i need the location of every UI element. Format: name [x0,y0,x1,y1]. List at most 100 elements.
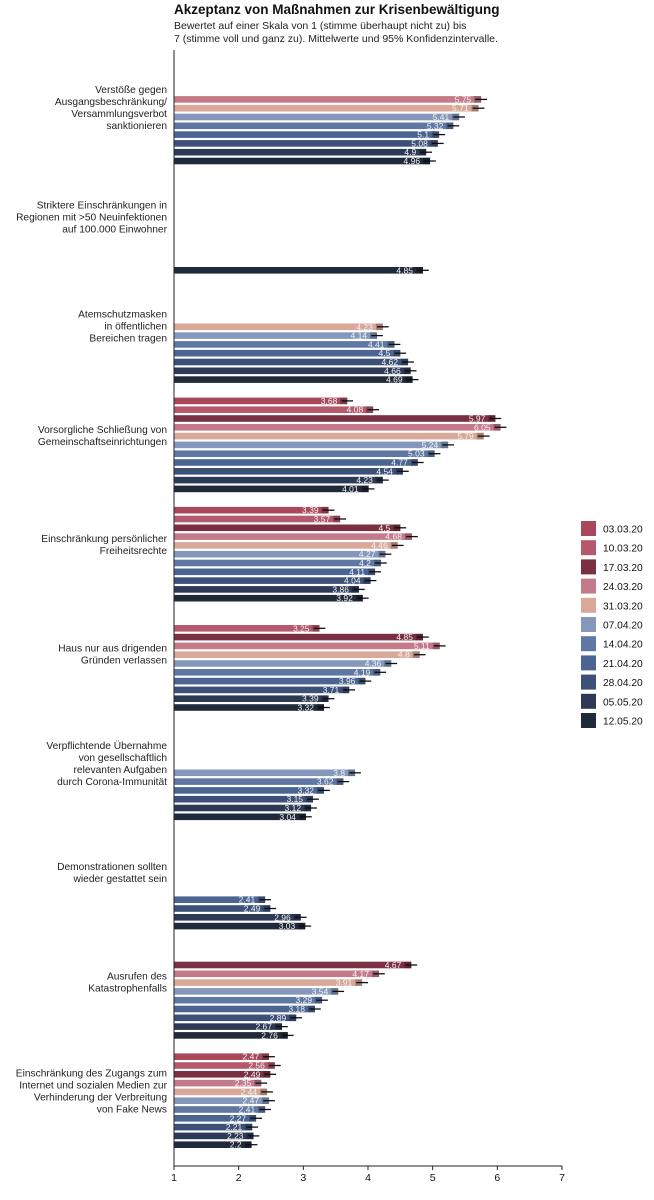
bar [174,358,409,366]
bar [174,970,379,978]
data-label: 3.32 [297,785,314,795]
category-label-line: Demonstrationen sollten [57,862,167,873]
error-bar-cap [393,524,401,532]
error-bar-cap [368,568,376,576]
bar [174,376,413,383]
bar [174,651,420,658]
data-label: 2.47 [243,1052,260,1062]
category-label-line: auf 100.000 Einwohner [62,224,167,235]
legend-swatch [581,597,596,613]
bar [174,397,348,405]
bar [174,1053,270,1060]
data-label: 4.2 [359,558,371,568]
data-label: 4.62 [382,357,399,367]
data-label: 3.68 [321,396,338,406]
category-label-line: relevanten Aufgaben [74,765,167,776]
error-bar-cap [361,485,369,493]
data-label: 3.39 [302,694,319,704]
bar [174,594,363,602]
error-bar-cap [315,996,323,1004]
bar [174,267,423,274]
error-bar-cap [263,905,271,912]
error-bar-cap [419,148,427,156]
legend-label: 10.03.20 [603,544,643,555]
error-bar-cap [430,140,438,147]
category-label-line: Gemeinschaftseinrichtungen [38,437,167,448]
data-label: 3.25 [293,623,310,633]
bar [174,104,479,112]
error-bar-cap [355,594,363,602]
error-bar-cap [378,550,386,558]
data-label: 4.27 [359,549,376,559]
legend-label: 17.03.20 [603,563,643,574]
error-bar-cap [254,1079,262,1087]
error-bar-cap [306,795,314,803]
bar [174,450,435,457]
data-label: 3.03 [279,921,296,931]
bar [174,341,395,348]
legend-swatch [581,693,596,709]
bar [174,1062,275,1069]
x-tick-label: 1 [171,1172,177,1184]
error-bar-cap [410,459,418,466]
bar [174,642,440,650]
data-label: 2.27 [230,1113,247,1123]
legend-label: 21.04.20 [603,659,643,670]
data-label: 4.08 [347,405,364,415]
legend-label: 07.04.20 [603,621,643,632]
data-label: 3.54 [312,986,329,996]
error-bar-cap [331,988,339,995]
bar [174,914,301,921]
data-label: 4.68 [385,532,402,542]
category-label-line: Gründen verlassen [81,656,167,667]
error-bar-cap [432,642,440,650]
data-label: 2.49 [244,1069,261,1079]
legend-swatch [581,617,596,632]
data-label: 2.76 [261,1030,278,1040]
data-label: 4.01 [342,484,359,494]
category-label-line: von Fake News [97,1105,167,1116]
category-label-line: von gesellschaftlich [79,753,167,764]
category-label-line: Striktere Einschränkungen in [37,200,167,211]
legend-swatch [581,540,596,556]
error-bar-cap [412,651,420,658]
error-bar-cap [304,804,312,812]
data-label: 4.23 [356,322,373,332]
data-label: 4.11 [349,567,365,577]
error-bar-cap [245,1123,253,1131]
bar [174,988,339,995]
error-bar-cap [371,970,379,978]
data-label: 5.79 [457,431,474,441]
error-bar-cap [307,1005,315,1013]
data-label: 4.5 [379,523,391,533]
category-label-line: Ausrufen des [107,971,167,982]
bar [174,922,306,930]
bar [174,660,392,667]
data-label: 2.96 [274,912,291,922]
legend-swatch [581,578,596,594]
data-label: 4.5 [379,348,391,358]
error-bar-cap [387,341,395,348]
data-label: 5.11 [414,641,430,651]
error-bar-cap [423,157,431,165]
bar [174,568,376,576]
data-label: 2.56 [248,1061,265,1071]
data-label: 4.85 [396,265,413,275]
error-bar-cap [333,515,341,523]
bar [174,778,344,785]
chart-subtitle: Bewertet auf einer Skala von 1 (stimme ü… [174,20,534,46]
error-bar-cap [471,104,479,112]
data-label: 2.89 [270,1013,287,1023]
error-bar-cap [244,1141,252,1148]
data-label: 5.32 [427,121,444,131]
bar [174,669,381,676]
category-label: Striktere Einschränkungen in Regionen mit… [16,200,168,235]
legend-swatch [581,636,596,652]
bar [174,1071,271,1078]
legend-swatch [581,655,596,671]
bar [174,533,412,540]
error-bars-layer [244,96,507,1148]
error-bar-cap [363,577,371,584]
data-label: 5.97 [469,414,486,424]
